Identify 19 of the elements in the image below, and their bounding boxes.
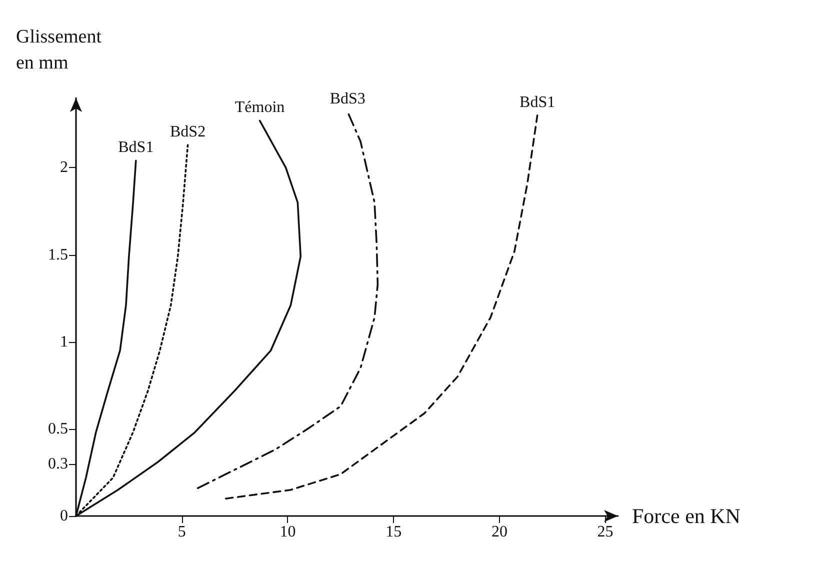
- y-tick-label: 0.3: [48, 455, 68, 472]
- y-tick-label: 1.5: [48, 246, 68, 264]
- y-tick-label: 0: [60, 508, 68, 524]
- series-label: BdS1: [520, 94, 556, 111]
- y-tick-label: 0.5: [48, 420, 68, 438]
- y-tick-label: 2: [60, 159, 68, 176]
- x-tick-label: 20: [491, 524, 508, 540]
- series-label: BdS3: [330, 90, 366, 108]
- series-label: BdS2: [170, 124, 206, 141]
- series-label: Témoin: [234, 99, 285, 116]
- x-axis-title: Force en KN: [632, 504, 740, 528]
- line-series: [224, 114, 538, 500]
- x-tick-label: 10: [280, 524, 296, 540]
- y-axis-title: Glissement en mm: [16, 26, 102, 74]
- x-tick-label: 25: [597, 524, 614, 540]
- x-tick-label: 15: [386, 524, 402, 540]
- x-tick-label: 5: [178, 524, 186, 540]
- y-tick-label: 1: [60, 333, 68, 350]
- series-label: BdS1: [118, 139, 154, 156]
